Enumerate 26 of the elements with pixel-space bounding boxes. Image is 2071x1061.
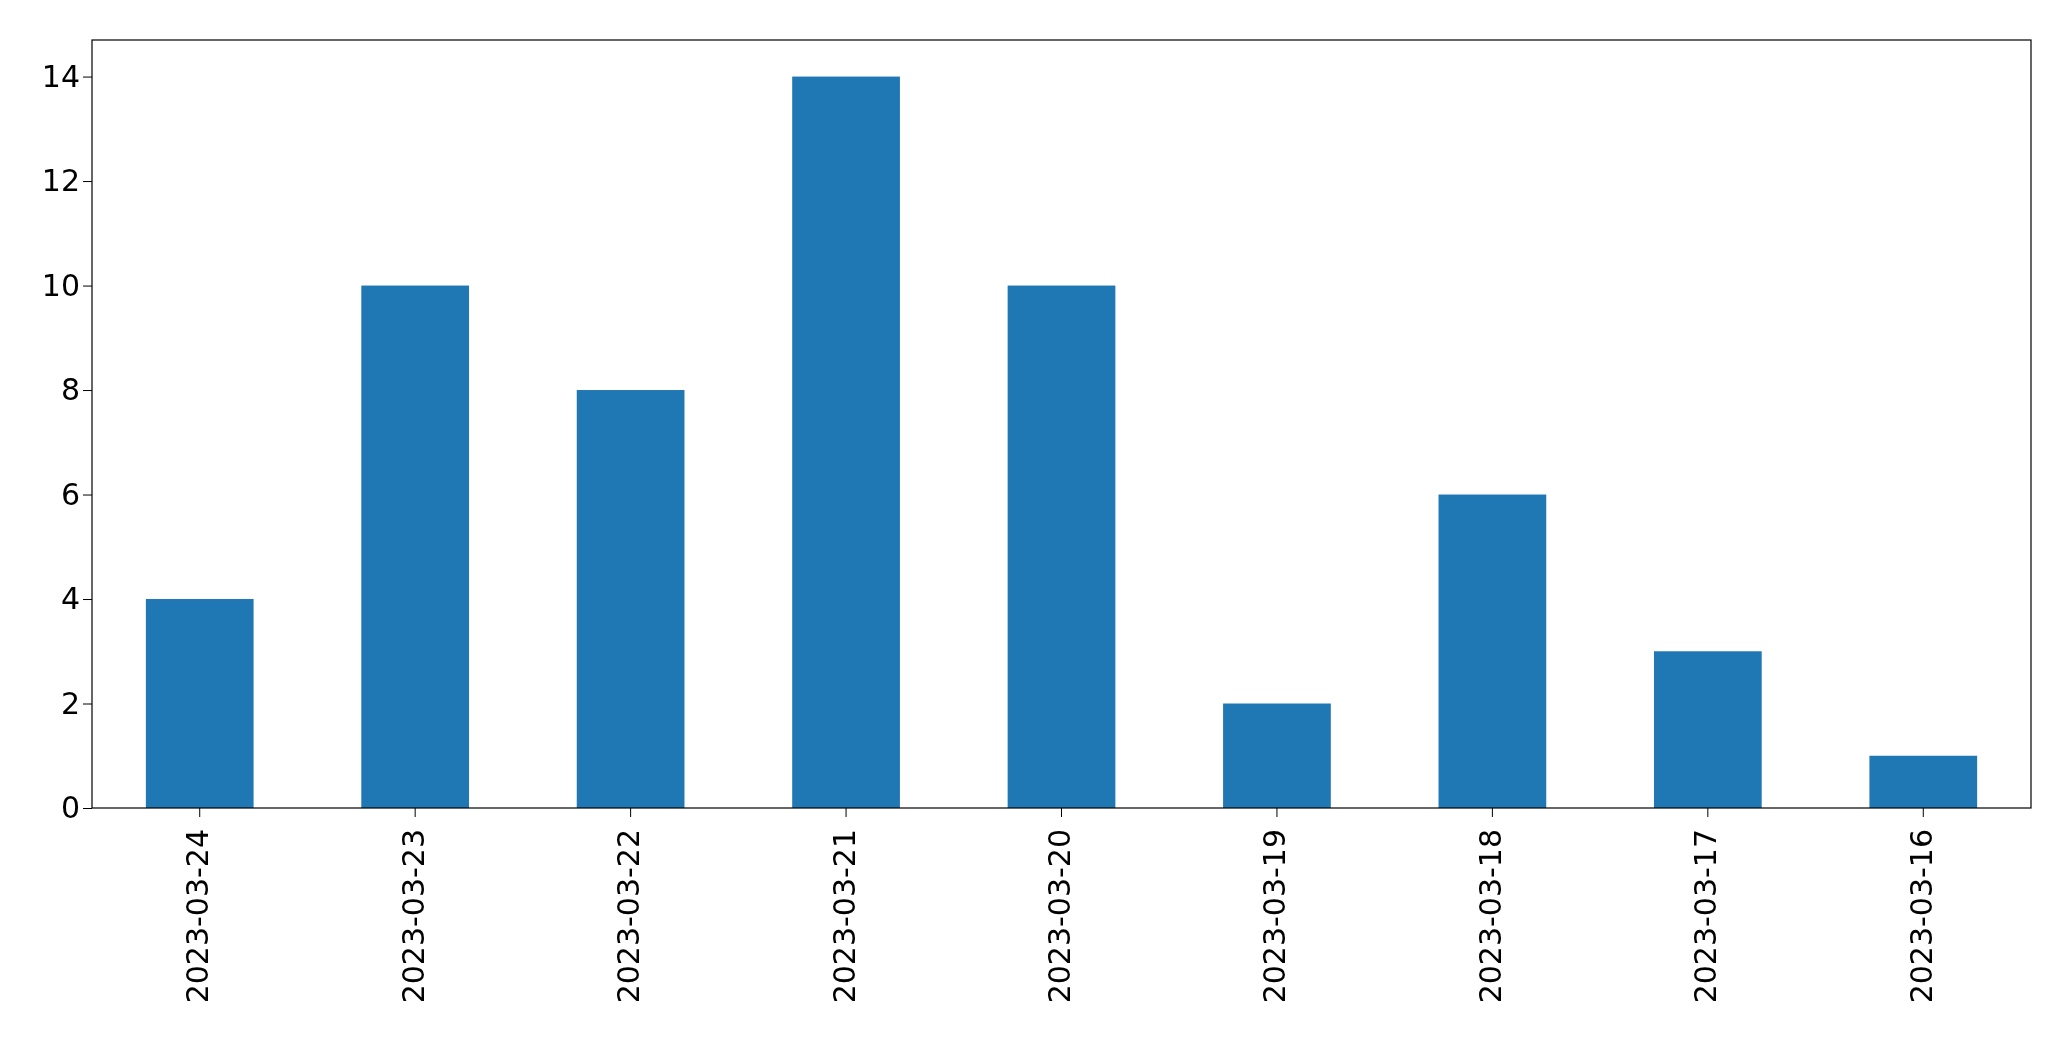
bar — [792, 76, 900, 808]
bar — [576, 390, 685, 808]
x-tick-label: 2023-03-22 — [611, 829, 647, 1004]
bar — [1007, 285, 1116, 808]
bar — [1223, 703, 1331, 808]
y-tick-label: 4 — [60, 581, 80, 617]
x-tick-label: 2023-03-21 — [826, 829, 862, 1004]
y-tick-label: 0 — [60, 790, 80, 826]
x-tick-label: 2023-03-20 — [1042, 829, 1077, 1004]
y-tick-label: 8 — [60, 372, 80, 408]
y-tick-label: 10 — [41, 267, 80, 303]
bar — [361, 285, 470, 808]
bar — [1438, 494, 1547, 808]
bar — [145, 599, 254, 808]
y-tick-label: 2 — [60, 685, 80, 721]
x-tick-label: 2023-03-19 — [1257, 829, 1293, 1004]
x-tick-label: 2023-03-24 — [180, 829, 216, 1004]
x-tick-label: 2023-03-17 — [1688, 829, 1724, 1004]
x-tick-label: 2023-03-16 — [1903, 829, 1939, 1004]
x-tick-label: 2023-03-23 — [395, 829, 431, 1004]
x-tick-label: 2023-03-18 — [1472, 829, 1508, 1004]
bar — [1653, 651, 1762, 808]
y-tick-label: 12 — [41, 163, 80, 199]
bar — [1869, 755, 1978, 808]
y-tick-label: 6 — [60, 476, 80, 512]
y-tick-label: 14 — [41, 58, 80, 94]
